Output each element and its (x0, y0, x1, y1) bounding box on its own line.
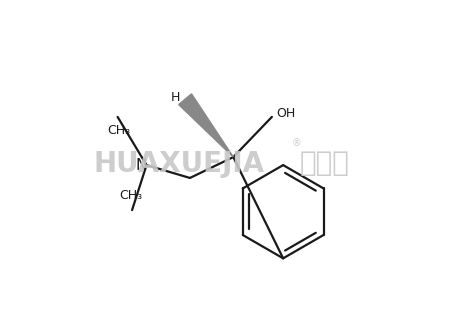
Text: N: N (135, 158, 146, 173)
Text: CH₃: CH₃ (108, 124, 131, 137)
Text: H: H (171, 91, 180, 104)
Text: HUAXUEJIA: HUAXUEJIA (94, 149, 265, 178)
Text: 化学加: 化学加 (299, 149, 349, 178)
Text: CH₃: CH₃ (119, 189, 142, 202)
Text: ®: ® (291, 138, 301, 147)
Text: OH: OH (277, 107, 296, 120)
Polygon shape (179, 94, 234, 157)
